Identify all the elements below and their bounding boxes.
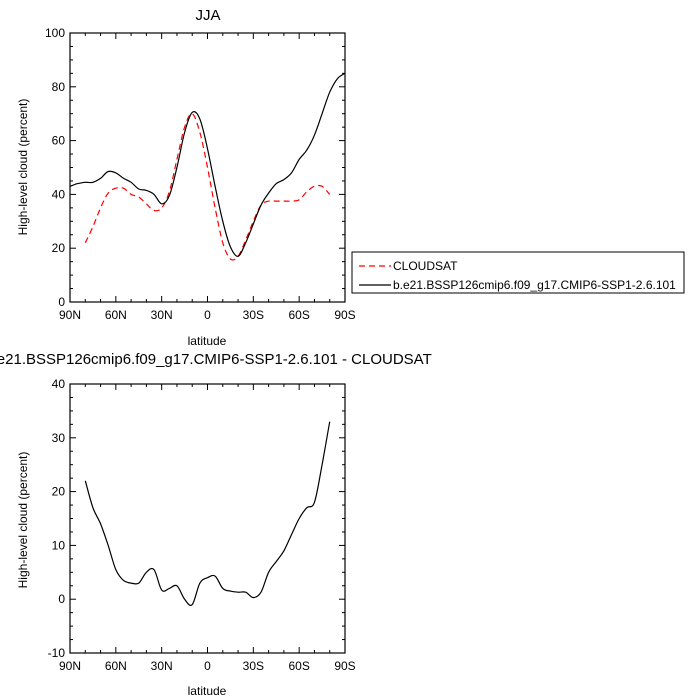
top-x-tick-label: 30S — [243, 308, 264, 322]
top-plot: 90N 60N 30N 0 30S 60S 90S 0 20 40 60 80 100 — [45, 26, 356, 322]
bottom-x-tick-label: 30N — [151, 659, 173, 673]
bottom-x-tick-label: 90S — [334, 659, 355, 673]
top-x-tick-label: 0 — [204, 308, 211, 322]
top-x-tick-label: 30N — [151, 308, 173, 322]
bottom-x-tick-label: 90N — [59, 659, 81, 673]
top-y-tick-label: 40 — [52, 187, 66, 201]
legend-label-model: b.e21.BSSP126cmip6.f09_g17.CMIP6-SSP1-2.… — [393, 278, 676, 292]
top-x-axis-label: latitude — [188, 334, 227, 348]
top-x-tick-label: 90S — [334, 308, 355, 322]
bottom-x-tick-label: 60S — [288, 659, 309, 673]
bottom-plot-frame — [69, 383, 346, 654]
bottom-x-axis-label: latitude — [188, 684, 227, 698]
bottom-y-tick-label: 20 — [52, 485, 66, 499]
bottom-plot: 90N 60N 30N 0 30S 60S 90S -10 0 10 20 30 40 — [48, 377, 356, 673]
top-y-axis-label: High-level cloud (percent) — [16, 99, 30, 236]
top-y-tick-label: 100 — [45, 26, 65, 40]
bottom-y-axis-label: High-level cloud (percent) — [16, 452, 30, 589]
bottom-x-tick-label: 0 — [204, 659, 211, 673]
top-legend: CLOUDSAT b.e21.BSSP126cmip6.f09_g17.CMIP… — [351, 251, 685, 294]
top-y-tick-label: 60 — [52, 134, 66, 148]
top-x-tick-label: 90N — [59, 308, 81, 322]
bottom-x-tick-label: 30S — [243, 659, 264, 673]
legend-box — [351, 251, 685, 294]
bottom-series-line-0 — [84, 421, 331, 606]
top-x-tick-label: 60S — [288, 308, 309, 322]
top-x-tick-label: 60N — [105, 308, 127, 322]
bottom-y-tick-label: 10 — [52, 538, 66, 552]
bottom-y-tick-label: 40 — [52, 377, 66, 391]
top-y-tick-label: 80 — [52, 80, 66, 94]
top-chart-title: JJA — [195, 7, 220, 24]
bottom-y-tick-label: 30 — [52, 431, 66, 445]
top-y-tick-label: 20 — [52, 241, 66, 255]
legend-label-cloudsat: CLOUDSAT — [393, 259, 458, 273]
top-series-line-1 — [69, 72, 346, 257]
top-y-tick-label: 0 — [58, 295, 65, 309]
bottom-y-tick-label: -10 — [48, 646, 66, 660]
bottom-y-tick-label: 0 — [58, 592, 65, 606]
top-series-line-0 — [84, 113, 331, 261]
bottom-chart-title: b.e21.BSSP126cmip6.f09_g17.CMIP6-SSP1-2.… — [0, 351, 432, 368]
bottom-x-tick-label: 60N — [105, 659, 127, 673]
